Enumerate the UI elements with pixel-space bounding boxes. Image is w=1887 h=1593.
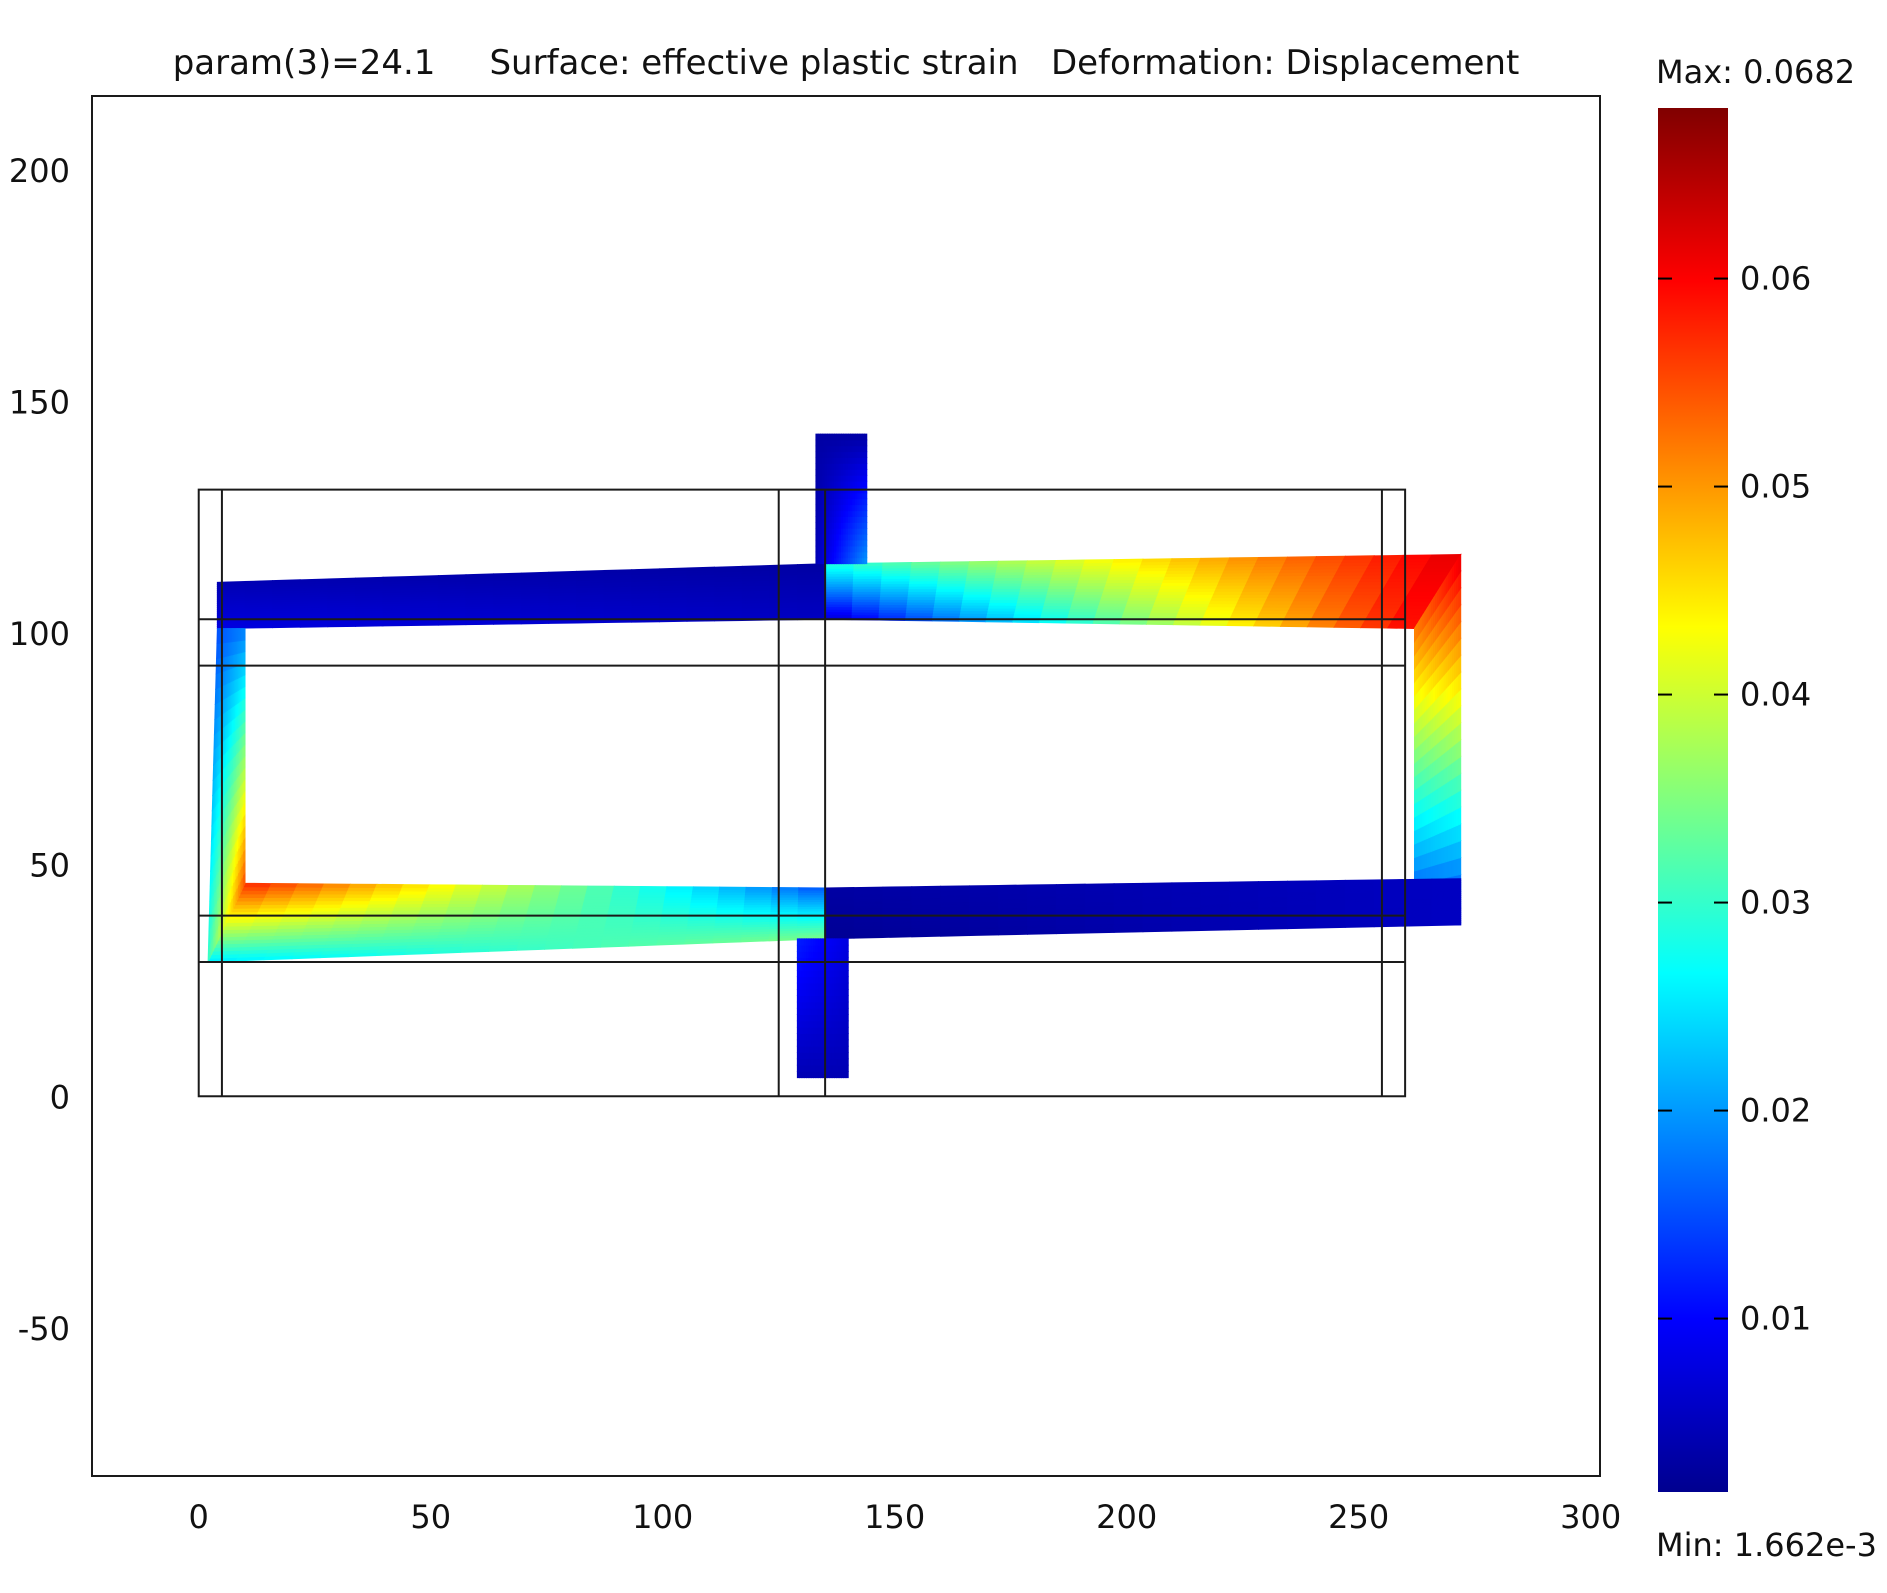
shape-top-post <box>815 433 868 565</box>
colorbar-min-label: Min: 1.662e-3 <box>1656 1526 1877 1564</box>
colorbar-ticks: 0.01 0.02 0.03 0.04 0.05 0.06 <box>1658 260 1811 1338</box>
x-tick-label: 50 <box>410 1498 451 1536</box>
colorbar-tick-label: 0.02 <box>1740 1092 1811 1130</box>
colorbar-tick-label: 0.04 <box>1740 676 1811 714</box>
y-axis-ticks: -50 0 50 100 150 200 <box>9 152 70 1348</box>
y-tick-label: 150 <box>9 384 70 422</box>
x-tick-label: 200 <box>1096 1498 1157 1536</box>
colorbar-tick-label: 0.06 <box>1740 260 1811 298</box>
plot-title: param(3)=24.1 Surface: effective plastic… <box>173 43 1520 83</box>
colorbar-bar <box>1658 108 1728 1492</box>
shape-top-beam-left <box>216 563 826 629</box>
colorbar-tick-label: 0.01 <box>1740 1300 1811 1338</box>
colorbar-tick-label: 0.05 <box>1740 468 1811 506</box>
shape-left-column <box>207 628 246 963</box>
undeformed-geometry <box>197 488 1407 1098</box>
y-tick-label: 100 <box>9 615 70 653</box>
x-axis-ticks: 0 50 100 150 200 250 300 <box>189 1498 1622 1536</box>
geometry-outer-box <box>197 488 1407 1098</box>
colorbar: Max: 0.0682 0.01 0.02 0.03 0.04 0.05 0.06 Min… <box>1656 53 1877 1564</box>
x-tick-label: 100 <box>632 1498 693 1536</box>
y-tick-label: 0 <box>50 1078 70 1116</box>
x-tick-label: 150 <box>864 1498 925 1536</box>
x-tick-label: 250 <box>1328 1498 1389 1536</box>
y-tick-label: 200 <box>9 152 70 190</box>
deformed-shape <box>207 433 1462 1079</box>
shape-top-beam-right <box>824 554 1462 629</box>
plot-area <box>91 95 1601 1477</box>
x-tick-label: 300 <box>1560 1498 1621 1536</box>
colorbar-max-label: Max: 0.0682 <box>1656 53 1855 91</box>
x-tick-label: 0 <box>189 1498 209 1536</box>
y-tick-label: -50 <box>18 1310 70 1348</box>
shape-bottom-post <box>796 938 849 1079</box>
colorbar-tick-label: 0.03 <box>1740 884 1811 922</box>
y-tick-label: 50 <box>29 847 70 885</box>
